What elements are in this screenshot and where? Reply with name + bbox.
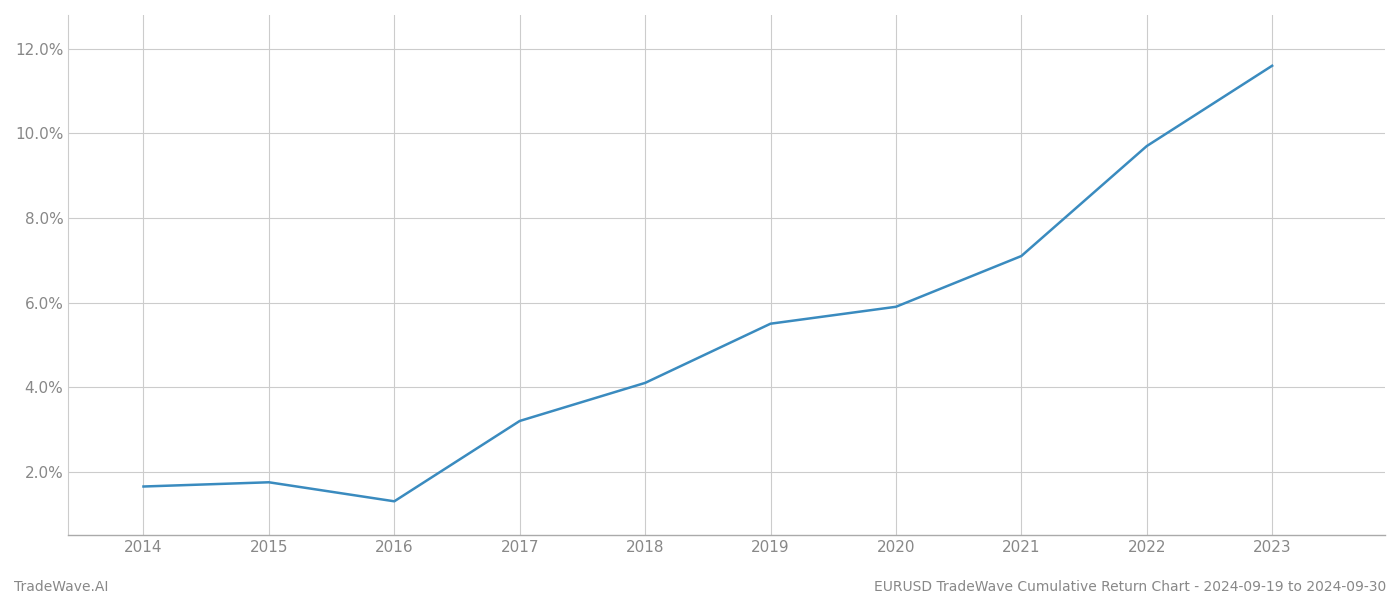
Text: EURUSD TradeWave Cumulative Return Chart - 2024-09-19 to 2024-09-30: EURUSD TradeWave Cumulative Return Chart… bbox=[874, 580, 1386, 594]
Text: TradeWave.AI: TradeWave.AI bbox=[14, 580, 108, 594]
